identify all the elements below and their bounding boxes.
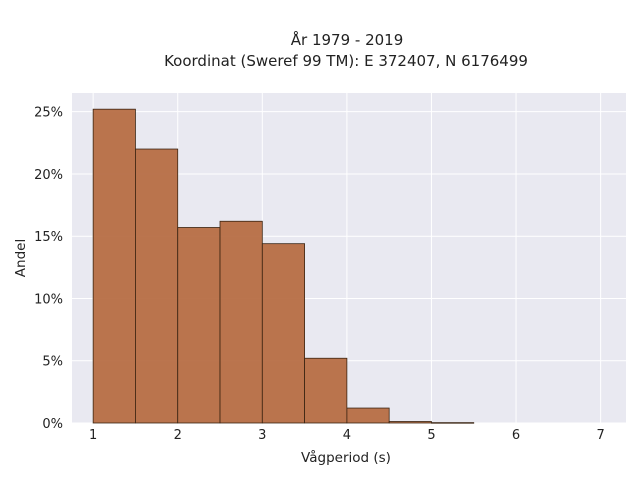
y-tick-label: 25% xyxy=(34,106,63,121)
bars-group xyxy=(92,108,475,424)
y-tick-label: 0% xyxy=(42,417,63,432)
y-tick-label: 10% xyxy=(34,292,63,307)
x-tick-label: 4 xyxy=(343,428,351,443)
x-axis-label: Vågperiod (s) xyxy=(301,449,391,466)
chart-title-line1: År 1979 - 2019 xyxy=(291,30,404,49)
y-axis-label: Andel xyxy=(13,239,29,277)
x-tick-label: 1 xyxy=(89,428,97,443)
histogram-bar xyxy=(304,357,348,424)
histogram-bar xyxy=(388,421,432,424)
y-tick-label: 20% xyxy=(34,168,63,183)
histogram-bar xyxy=(92,108,136,424)
x-axis-ticks: 1 2 3 4 5 6 7 xyxy=(89,428,605,443)
y-axis-ticks: 0% 5% 10% 15% 20% 25% xyxy=(34,106,63,432)
histogram-bar xyxy=(135,148,179,424)
x-tick-label: 3 xyxy=(258,428,266,443)
histogram-bar xyxy=(219,220,263,424)
y-tick-label: 15% xyxy=(34,230,63,245)
histogram-bar xyxy=(261,243,305,424)
histogram-bar xyxy=(431,422,475,424)
y-tick-label: 5% xyxy=(42,355,63,370)
x-tick-label: 6 xyxy=(512,428,520,443)
chart-title-line2: Koordinat (Sweref 99 TM): E 372407, N 61… xyxy=(164,52,528,70)
x-tick-label: 7 xyxy=(596,428,604,443)
x-tick-label: 5 xyxy=(427,428,435,443)
histogram-bar xyxy=(177,227,221,424)
x-tick-label: 2 xyxy=(174,428,182,443)
histogram-bar xyxy=(346,407,390,424)
